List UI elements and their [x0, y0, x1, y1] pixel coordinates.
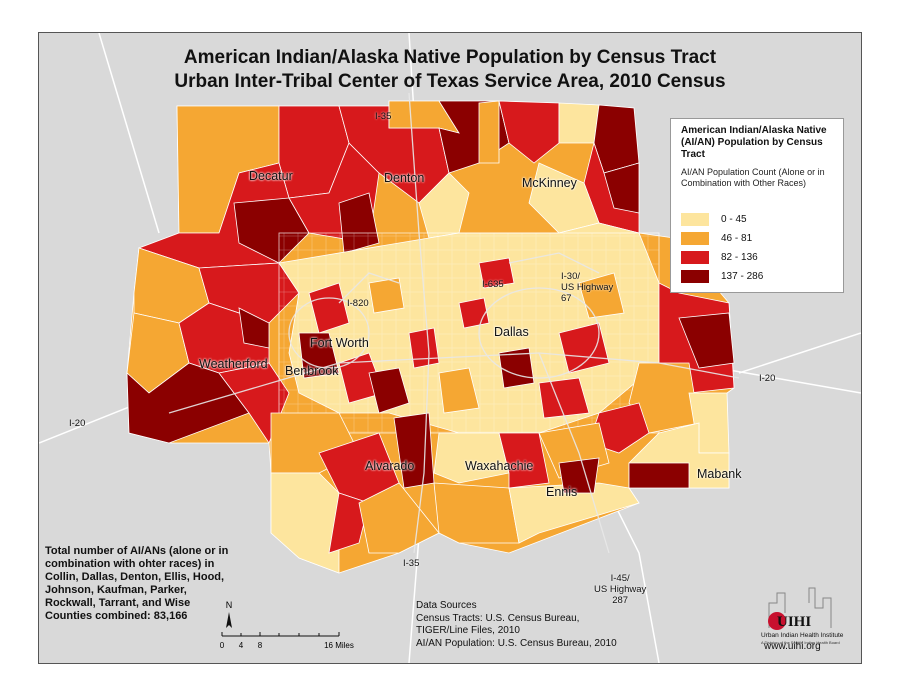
- label-mabank: Mabank: [697, 467, 742, 481]
- map-title-line1: American Indian/Alaska Native Population…: [183, 47, 717, 68]
- label-weatherford: Weatherford: [199, 357, 268, 371]
- highways: [168, 92, 740, 554]
- road-label-i30-us67: I-30/ US Highway 67: [561, 271, 614, 304]
- road-label-i820: I-820: [347, 298, 369, 309]
- total-population-note: Total number of AI/ANs (alone or in comb…: [45, 545, 229, 622]
- service-area: [126, 100, 735, 574]
- road-label-i35-south: I-35: [403, 558, 420, 569]
- scale-bar: N 0 4 8 16 Miles: [220, 600, 354, 650]
- scale-tick-label: 0: [220, 641, 225, 650]
- map-frame: American Indian/Alaska Native Population…: [38, 32, 862, 664]
- legend-label: 82 - 136: [721, 252, 758, 263]
- legend-swatch: [681, 270, 709, 283]
- legend-swatch: [681, 232, 709, 245]
- north-letter: N: [226, 600, 233, 610]
- label-waxahachie: Waxahachie: [465, 459, 534, 473]
- road-label-i20-west: I-20: [69, 418, 86, 429]
- label-dallas: Dallas: [494, 325, 529, 339]
- north-arrow-icon: [226, 612, 232, 628]
- legend-swatch: [681, 213, 709, 226]
- legend-label: 0 - 45: [721, 214, 747, 225]
- legend-label: 137 - 286: [721, 271, 764, 282]
- legend-item: 137 - 286: [681, 270, 831, 284]
- uihi-logo: UIHI Urban Indian Health Institute A Div…: [761, 587, 844, 645]
- legend-swatch: [681, 251, 709, 264]
- legend-title: American Indian/Alaska Native (AI/AN) Po…: [681, 125, 827, 160]
- logo-circle: [768, 612, 786, 630]
- road-label-i35-north: I-35: [375, 111, 392, 122]
- label-decatur: Decatur: [249, 169, 293, 183]
- choropleth-map: [39, 33, 861, 663]
- legend-subtitle: AI/AN Population Count (Alone or in Comb…: [681, 167, 825, 188]
- map-legend: American Indian/Alaska Native (AI/AN) Po…: [670, 118, 844, 293]
- sources-line: TIGER/Line Files, 2010: [416, 625, 520, 636]
- legend-label: 46 - 81: [721, 233, 753, 244]
- road-label-i20-east: I-20: [759, 373, 776, 384]
- legend-item: 46 - 81: [681, 232, 831, 246]
- road-label-i45-us287: I-45/ US Highway 287: [594, 573, 647, 606]
- sources-line: AI/AN Population: U.S. Census Bureau, 20…: [416, 637, 617, 649]
- map-title-line2: Urban Inter-Tribal Center of Texas Servi…: [174, 71, 726, 92]
- scale-tick-label: 4: [239, 641, 244, 650]
- label-denton: Denton: [384, 171, 425, 185]
- label-benbrook: Benbrook: [285, 364, 339, 378]
- sources-line: Census Tracts: U.S. Census Bureau,: [416, 612, 580, 624]
- label-fort-worth: Fort Worth: [310, 336, 369, 350]
- legend-item: 82 - 136: [681, 251, 831, 265]
- legend-item: 0 - 45: [681, 213, 831, 227]
- scale-tick-label: 8: [258, 641, 263, 650]
- label-mckinney: McKinney: [522, 176, 577, 190]
- scale-tick-label: 16 Miles: [324, 641, 354, 650]
- logo-tagline: A Division of the Seattle Indian Health …: [761, 640, 840, 645]
- label-alvarado: Alvarado: [365, 459, 415, 473]
- data-sources: Data Sources Census Tracts: U.S. Census …: [416, 600, 666, 650]
- label-ennis: Ennis: [546, 485, 578, 499]
- sources-heading: Data Sources: [416, 600, 477, 611]
- logo-name: Urban Indian Health Institute: [761, 632, 844, 639]
- website-url: www.uihi.org: [764, 641, 821, 652]
- road-label-i635: I-635: [482, 279, 504, 290]
- logo-mark: UIHI: [777, 614, 811, 630]
- skyline-icon: [768, 587, 832, 628]
